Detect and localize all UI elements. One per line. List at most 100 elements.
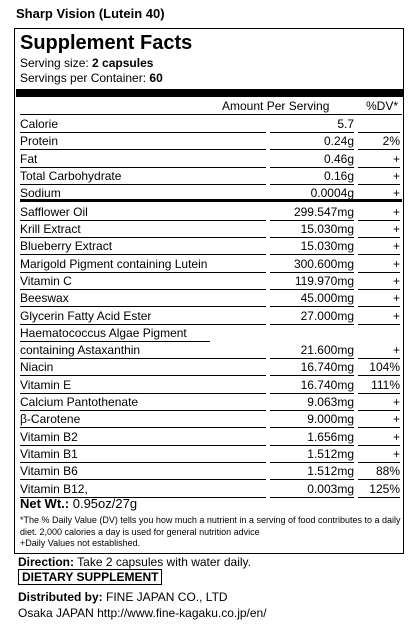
nutrient-name: Sodium bbox=[20, 185, 266, 203]
thick-rule bbox=[16, 89, 404, 97]
nutrient-name: Safflower Oil bbox=[20, 204, 266, 221]
nutrient-name: Niacin bbox=[20, 359, 266, 377]
distributed: Distributed by: FINE JAPAN CO., LTD bbox=[18, 590, 228, 604]
value: 0.95oz/27g bbox=[72, 496, 138, 511]
fact-row: Marigold Pigment containing Lutein 300.60… bbox=[20, 256, 402, 273]
daily-value: + bbox=[358, 411, 400, 429]
nutrient-name: Vitamin E bbox=[20, 377, 266, 394]
fact-row: Vitamin E 16.740mg 111% bbox=[20, 377, 402, 394]
amount: 16.740mg bbox=[270, 359, 354, 377]
daily-value: + bbox=[358, 290, 400, 308]
value: 60 bbox=[149, 71, 163, 85]
amount: 45.000mg bbox=[270, 290, 354, 308]
note: *The % Daily Value (DV) tells you how mu… bbox=[20, 515, 401, 537]
amount: 1.512mg bbox=[270, 446, 354, 463]
amount: 1.512mg bbox=[270, 463, 354, 481]
amount: 0.16g bbox=[270, 168, 354, 185]
fact-row: Total Carbohydrate 0.16g + bbox=[20, 168, 402, 185]
fact-row: Vitamin B2 1.656mg + bbox=[20, 429, 402, 446]
nutrient-name: containing Astaxanthin bbox=[20, 342, 266, 360]
nutrient-name: Krill Extract bbox=[20, 221, 266, 238]
nutrient-name: Calcium Pantothenate bbox=[20, 394, 266, 411]
nutrient-name: Haematococcus Algae Pigment bbox=[20, 325, 210, 342]
note: +Daily Values not established. bbox=[20, 538, 141, 548]
nutrient-name: Fat bbox=[20, 151, 266, 168]
label: Net Wt.: bbox=[20, 496, 70, 511]
amount: 16.740mg bbox=[270, 377, 354, 394]
daily-value: 88% bbox=[358, 463, 400, 481]
label: Distributed by: bbox=[18, 590, 103, 604]
daily-value bbox=[358, 116, 400, 133]
daily-value: + bbox=[358, 429, 400, 446]
fact-row: Sodium 0.0004g + bbox=[20, 185, 402, 203]
daily-value: 125% bbox=[358, 481, 400, 498]
fact-row: Haematococcus Algae Pigment bbox=[20, 325, 402, 342]
daily-value: + bbox=[358, 185, 400, 203]
nutrient-name: Vitamin B6 bbox=[20, 463, 266, 481]
amount: 300.600mg bbox=[270, 256, 354, 273]
nutrient-name: Calorie bbox=[20, 116, 266, 133]
fact-row: Calcium Pantothenate 9.063mg + bbox=[20, 394, 402, 411]
amount: 0.003mg bbox=[270, 481, 354, 498]
nutrient-name: Vitamin B12, bbox=[20, 481, 266, 498]
fact-row: Krill Extract 15.030mg + bbox=[20, 221, 402, 238]
col-dv: %DV* bbox=[366, 99, 399, 113]
daily-value: + bbox=[358, 394, 400, 411]
fact-row: Fat 0.46g + bbox=[20, 151, 402, 168]
daily-value: 111% bbox=[358, 377, 400, 394]
nutrient-name: Glycerin Fatty Acid Ester bbox=[20, 308, 266, 325]
fact-row: Protein 0.24g 2% bbox=[20, 133, 402, 151]
nutrient-name: Vitamin B1 bbox=[20, 446, 266, 463]
label: Servings per Container: bbox=[20, 71, 147, 85]
amount: 1.656mg bbox=[270, 429, 354, 446]
facts-heading: Supplement Facts bbox=[20, 32, 193, 54]
daily-value: + bbox=[358, 308, 400, 325]
col-amount: Amount Per Serving bbox=[222, 99, 330, 113]
value: FINE JAPAN CO., LTD bbox=[106, 590, 228, 604]
nutrient-name: Vitamin B2 bbox=[20, 429, 266, 446]
dietary-supplement: DIETARY SUPPLEMENT bbox=[18, 569, 163, 585]
fact-row: Vitamin B12, 0.003mg 125% bbox=[20, 481, 402, 498]
amount: 15.030mg bbox=[270, 221, 354, 238]
medium-rule bbox=[20, 199, 402, 202]
daily-value: + bbox=[358, 168, 400, 185]
direction: Direction: Take 2 capsules with water da… bbox=[18, 555, 251, 569]
fact-row: Blueberry Extract 15.030mg + bbox=[20, 238, 402, 256]
fact-row: Calorie 5.7 bbox=[20, 116, 402, 133]
nutrient-name: Beeswax bbox=[20, 290, 266, 308]
fact-row: Niacin 16.740mg 104% bbox=[20, 359, 402, 377]
nutrient-name: Marigold Pigment containing Lutein bbox=[20, 256, 266, 273]
amount: 5.7 bbox=[270, 116, 354, 133]
fact-row: Glycerin Fatty Acid Ester 27.000mg + bbox=[20, 308, 402, 325]
amount: 27.000mg bbox=[270, 308, 354, 325]
fact-row: Vitamin B1 1.512mg + bbox=[20, 446, 402, 463]
amount: 21.600mg bbox=[270, 342, 354, 360]
net-wt: Net Wt.: 0.95oz/27g bbox=[20, 496, 137, 511]
nutrient-name: β-Carotene bbox=[20, 411, 266, 429]
nutrient-name: Protein bbox=[20, 133, 266, 151]
daily-value: + bbox=[358, 446, 400, 463]
daily-value: 104% bbox=[358, 359, 400, 377]
nutrient-name: Blueberry Extract bbox=[20, 238, 266, 256]
fact-row: β-Carotene 9.000mg + bbox=[20, 411, 402, 429]
fact-row: Safflower Oil 299.547mg + bbox=[20, 204, 402, 221]
daily-value: + bbox=[358, 256, 400, 273]
daily-value: + bbox=[358, 342, 400, 360]
fact-row: containing Astaxanthin 21.600mg + bbox=[20, 342, 402, 360]
daily-value: 2% bbox=[358, 133, 400, 151]
address: Osaka JAPAN http://www.fine-kagaku.co.jp… bbox=[18, 606, 267, 620]
daily-value: + bbox=[358, 273, 400, 290]
label: Serving size: bbox=[20, 56, 89, 70]
serving-size: Serving size: 2 capsules bbox=[20, 56, 153, 70]
daily-value: + bbox=[358, 238, 400, 256]
servings: Servings per Container: 60 bbox=[20, 71, 163, 85]
fact-row: Beeswax 45.000mg + bbox=[20, 290, 402, 308]
amount: 0.46g bbox=[270, 151, 354, 168]
amount: 299.547mg bbox=[270, 204, 354, 221]
amount: 119.970mg bbox=[270, 273, 354, 290]
nutrient-name: Vitamin C bbox=[20, 273, 266, 290]
amount: 9.000mg bbox=[270, 411, 354, 429]
amount: 9.063mg bbox=[270, 394, 354, 411]
product-title: Sharp Vision (Lutein 40) bbox=[16, 6, 165, 21]
